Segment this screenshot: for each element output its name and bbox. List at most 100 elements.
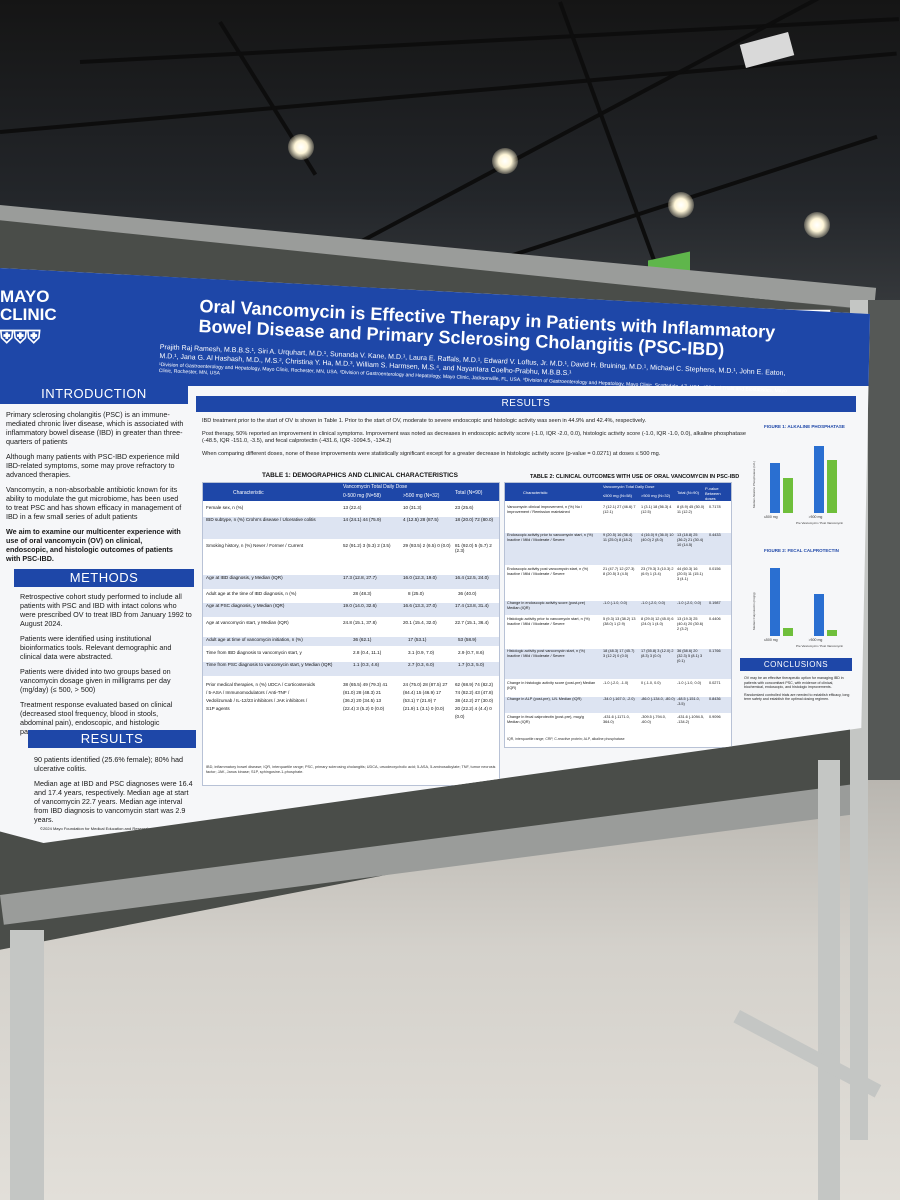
table-cell: 7 (12.1) 27 (46.6) 7 (12.1) (603, 505, 636, 514)
table-row: Change in ALP (post-pre), U/L Median (IQ… (505, 697, 731, 713)
table-cell: 0.1987 (709, 601, 721, 605)
table-cell: 0.0156 (709, 567, 721, 571)
table-cell: 19.0 (14.0, 32.6) (343, 603, 377, 608)
table-cell: Histologic activity post vancomycin star… (507, 649, 586, 658)
results-left-text: 90 patients identified (25.6% female); 8… (34, 755, 196, 830)
table1: Characteristic Vancomycin Total Daily Do… (202, 482, 500, 786)
intro-paragraph: Vancomycin, a non-absorbable antibiotic … (6, 485, 182, 521)
results-bullet: IBD treatment prior to the start of OV i… (202, 418, 647, 424)
conclusion-bullet: Randomized controlled trials are needed … (744, 692, 850, 702)
table-cell: 14 (24.1) 44 (75.9) (343, 517, 382, 522)
table-row: Adult age at the time of IBD diagnosis, … (203, 591, 499, 600)
results-paragraph: 90 patients identified (25.6% female); 8… (34, 755, 184, 773)
table2-footnote: IQR, interquartile range; CRP, C-reactiv… (507, 737, 625, 741)
table-cell: IBD subtype, n (%) Crohn's disease / Ulc… (206, 517, 316, 522)
table-row: Smoking history, n (%) Never / Former / … (203, 543, 499, 573)
table-cell: 9 (20.5) 16 (36.4) 11 (25.0) 8 (18.2) (603, 533, 633, 542)
table-cell: 0.8436 (709, 697, 721, 701)
legend-pre: Pre Vancomycin (796, 521, 818, 525)
figure2-group-label: ≤500 mg (764, 638, 778, 642)
figure1-bar-post-low (783, 478, 793, 513)
table-cell: 0.7178 (709, 505, 721, 509)
table-cell: 2.9 (0.7, 8.6) (458, 650, 485, 655)
table-cell: 23 (79.3) 3 (10.3) 2 (6.9) 1 (3.4) (641, 567, 674, 576)
ceiling-light (492, 148, 518, 174)
table-cell: 8 (8.9) 45 (50.0) 11 (12.2) (677, 505, 705, 514)
table-cell: 18 (48.3) 17 (45.7) 3 (12.2) 0 (0.0) (603, 649, 635, 658)
table-cell: 17.3 (12.8, 27.7) (343, 575, 377, 580)
table-cell: 36 (40.0) (458, 591, 477, 596)
mayo-logo: MAYO CLINIC ⛨⛨⛨ (0, 287, 57, 347)
table-cell: -431.6 (-1171.0, 364.0) (603, 715, 630, 724)
figure2-title: FIGURE 2: FECAL CALPROTECTIN (764, 548, 839, 553)
table2-header: Characteristic Vancomycin Total Daily Do… (505, 483, 731, 501)
logo-line2: CLINIC (0, 305, 57, 324)
table-cell: 16.6 (13.3, 27.0) (403, 603, 437, 608)
conclusions-text: OV may be an effective therapeutic optio… (744, 676, 850, 708)
table-cell: 81 (92.0) 5 (5.7) 2 (2.3) (455, 543, 492, 553)
table1-col-characteristic: Characteristic (233, 490, 264, 496)
table-cell: Female sex, n (%) (206, 505, 244, 510)
table-row: IBD subtype, n (%) Crohn's disease / Ulc… (203, 517, 499, 539)
table-cell: 23 (25.6) (455, 505, 474, 510)
table-cell: 44 (60.3) 16 (20.5) 11 (15.1) 3 (4.1) (677, 567, 703, 581)
table-cell: -431.6 (-1094.5, -134.2) (677, 715, 705, 724)
table-row: Age at IBD diagnosis, y Median (IQR) 17.3… (203, 575, 499, 589)
table-cell: -34.0 (-167.0, -2.0) (603, 697, 635, 701)
legend-post: Post Vancomycin (820, 521, 844, 525)
table-cell: -309.5 (-794.0, -60.0) (641, 715, 666, 724)
results-left-heading: RESULTS (28, 730, 196, 748)
table-cell: 28 (48.3) (353, 591, 372, 596)
table-row: Change in fecal calprotectin (post-pre),… (505, 715, 731, 735)
intro-paragraph: Although many patients with PSC-IBD expe… (6, 452, 180, 479)
table-cell: 0.0271 (709, 681, 721, 685)
table-row: Vancomycin clinical improvement, n (%) N… (505, 505, 731, 531)
table-cell: Smoking history, n (%) Never / Former / … (206, 543, 304, 548)
table-cell: -1.0 (-2.0, -1.0) (603, 681, 629, 685)
table-cell: 17 (55.8) 3 (12.0) 2 (8.3) 3 (0.0) (641, 649, 674, 658)
results-bullet: Post therapy, 50% reported an improvemen… (202, 431, 746, 444)
table-cell: -48.5 (-151.0, -3.5) (677, 697, 700, 706)
table1-header: Characteristic Vancomycin Total Daily Do… (203, 483, 499, 501)
table-cell: 24.8 (15.1, 37.8) (343, 620, 377, 625)
table1-footnote: IBD, inflammatory bowel disease; IQR, in… (206, 765, 496, 774)
table2-title: TABLE 2: CLINICAL OUTCOMES WITH USE OF O… (530, 474, 740, 480)
table-cell: 52 (91.2) 3 (5.3) 2 (3.5) (343, 543, 391, 548)
mayo-shield-icon: ⛨⛨⛨ (0, 327, 41, 347)
table-cell: Vancomycin clinical improvement, n (%) N… (507, 505, 583, 514)
table-cell: 4 (12.5) 28 (87.5) (403, 517, 439, 522)
introduction-text: Primary sclerosing cholangitis (PSC) is … (6, 410, 186, 569)
table-cell: -1.0 (-2.0, 0.0) (677, 601, 702, 605)
figure2-bar-pre-low (770, 568, 780, 636)
table-cell: 0.1766 (709, 649, 721, 653)
table-cell: 20.1 (15.4, 32.0) (403, 620, 437, 625)
intro-paragraph: Primary sclerosing cholangitis (PSC) is … (6, 410, 184, 446)
table-row: Age at PSC diagnosis, y Median (IQR) 19.0… (203, 603, 499, 617)
table-cell: 0.9096 (709, 715, 721, 719)
table-cell: Age at PSC diagnosis, y Median (IQR) (206, 603, 285, 608)
results-heading: RESULTS (196, 396, 856, 412)
figure1-bar-pre-low (770, 463, 780, 513)
stand-leg-left (10, 930, 44, 1200)
table-cell: 36 (62.1) (353, 637, 372, 642)
table-row: Histologic activity prior to vancomycin … (505, 617, 731, 647)
conclusion-bullet: OV may be an effective therapeutic optio… (744, 676, 844, 690)
methods-paragraph: Patients were identified using instituti… (20, 634, 172, 661)
figure2-legend: Pre Vancomycin / Post Vancomycin (796, 644, 844, 648)
legend-post: Post Vancomycin (820, 644, 844, 648)
table-row: Change in histologic activity score (pos… (505, 681, 731, 695)
figure2-group-label: >500 mg (808, 638, 823, 642)
table2-col-total: Total (N=90) (677, 490, 699, 495)
figure2-bar-pre-high (814, 594, 824, 636)
table-cell: Adult age at the time of IBD diagnosis, … (206, 591, 297, 596)
table-cell: -86.0 (-134.0, -80.0) (641, 697, 675, 701)
table-row: Age at vancomycin start, y Median (IQR) 2… (203, 620, 499, 634)
figure1-groups: ≤500 mg >500 mg (764, 515, 844, 519)
table-cell: Endoscopic activity prior to vancomycin … (507, 533, 593, 542)
figure2-bar-post-high (827, 630, 837, 636)
table-cell: -1.0 (-1.0, 0.0) (603, 601, 628, 605)
results-paragraph: Median age at IBD and PSC diagnoses were… (34, 779, 193, 824)
figure1-title: FIGURE 1: ALKALINE PHOSPHATASE (764, 424, 845, 429)
methods-heading: METHODS (14, 569, 194, 587)
table2-col-low: ≤500 mg (N=58) (603, 493, 632, 498)
